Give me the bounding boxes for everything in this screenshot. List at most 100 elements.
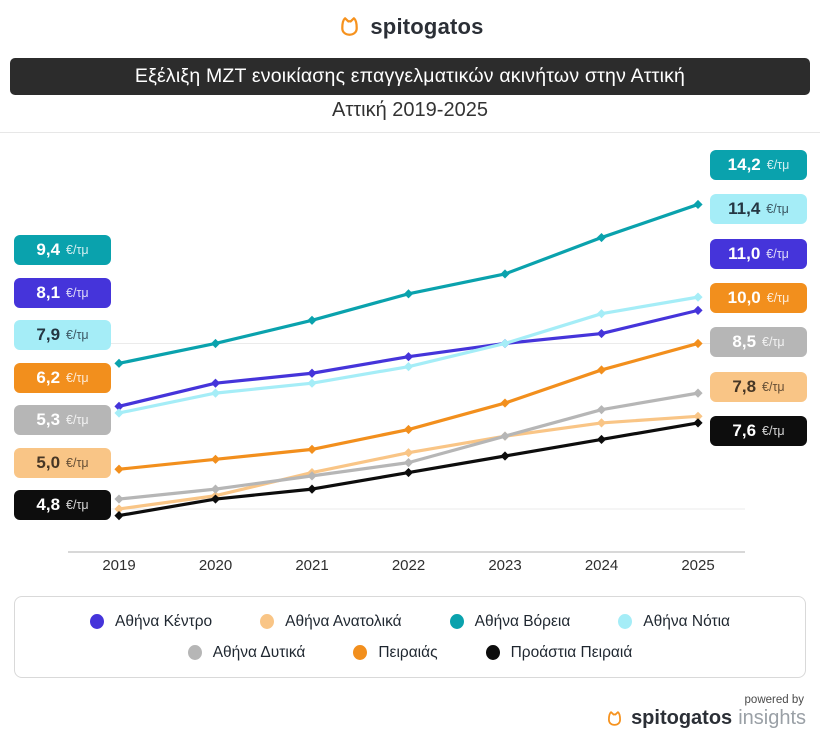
data-point-marker [500,451,510,461]
chart-title-bar: Εξέλιξη ΜΖΤ ενοικίασης επαγγελματικών ακ… [10,58,810,95]
value-badge: 5,0 €/τμ [14,447,111,478]
legend-dot-icon [260,614,275,629]
legend-label: Αθήνα Νότια [643,612,731,630]
powered-by-text: powered by [744,694,804,706]
data-point-marker [210,454,221,464]
chart-subtitle: Αττική 2019-2025 [332,99,488,121]
legend-item: Προάστια Πειραιά [485,644,632,662]
badge-unit: €/τμ [762,379,785,394]
data-point-marker [596,434,607,445]
value-badge: 6,2 €/τμ [14,362,111,393]
badge-value: 14,2 [727,155,761,174]
data-point-marker [596,418,607,428]
badge-value: 5,3 [36,410,61,429]
badge-value: 8,5 [732,332,757,352]
badge-value: 8,1 [36,282,61,302]
data-point-marker [307,484,317,494]
data-point-marker [114,504,124,514]
legend-item: Αθήνα Κέντρο [89,612,213,631]
footer-brand: spitogatos [631,707,733,729]
data-point-marker [403,289,414,299]
badge-unit: €/τμ [66,498,89,512]
badge-value: 7,8 [732,376,757,396]
x-tick-label: 2023 [488,557,522,574]
value-badge: 9,4 €/τμ [14,235,111,265]
badge-value: 7,9 [36,325,61,344]
footer-logo: spitogatos insights [604,707,806,730]
badge-value: 11,0 [728,243,761,263]
data-point-marker [403,352,414,362]
brand-name: spitogatos [370,13,484,39]
badge-unit: €/τμ [766,202,789,217]
data-point-marker [403,424,414,435]
legend-item: Αθήνα Βόρεια [449,612,571,631]
legend-dot-icon [89,614,104,629]
value-badge: 14,2 €/τμ [710,150,807,180]
data-point-marker [596,309,607,319]
data-point-marker [307,378,317,388]
data-point-marker [114,408,124,418]
x-tick-label: 2019 [102,557,136,574]
legend-label: Αθήνα Δυτικά [212,643,306,661]
badge-unit: €/τμ [66,328,89,342]
data-point-marker [693,199,703,210]
badge-value: 6,2 [36,367,61,387]
legend-item: Αθήνα Ανατολικά [260,613,402,631]
data-point-marker [596,405,607,415]
legend-label: Αθήνα Κέντρο [114,612,213,630]
data-point-marker [403,458,414,468]
value-badge: 11,0 €/τμ [710,238,807,269]
legend-dot-icon [618,614,633,629]
data-point-marker [210,338,221,349]
badge-value: 11,4 [728,199,761,219]
data-point-marker [693,338,703,349]
data-point-marker [403,362,414,372]
data-point-marker [500,431,510,441]
series-line [117,391,700,501]
data-point-marker [114,358,124,368]
data-point-marker [693,411,703,421]
data-point-marker [114,401,124,411]
badge-unit: €/τμ [66,455,89,470]
data-point-marker [500,269,510,279]
badge-unit: €/τμ [66,243,89,257]
x-tick-label: 2021 [295,557,329,574]
data-point-marker [500,338,510,349]
value-badge: 10,0 €/τμ [710,282,807,313]
value-badge: 7,8 €/τμ [710,371,807,402]
data-point-marker [307,444,317,454]
data-point-marker [596,232,607,243]
legend-dot-icon [353,645,368,660]
value-badge: 7,6 €/τμ [710,415,807,446]
legend-label: Πειραιάς [378,643,438,661]
x-tick-label: 2025 [681,557,715,574]
legend-row: Αθήνα Κέντρο Αθήνα Ανατολικά Αθήνα Βόρεια Α… [15,613,805,631]
value-badge: 8,5 €/τμ [710,327,807,358]
data-point-marker [500,398,510,408]
data-point-marker [693,305,703,315]
value-badge: 4,8 €/τμ [14,490,111,520]
badge-value: 7,6 [732,420,757,440]
legend-item: Πειραιάς [353,643,438,662]
data-point-marker [210,378,221,388]
badge-unit: €/τμ [766,246,789,261]
legend-label: Αθήνα Βόρεια [474,612,571,630]
legend: Αθήνα Κέντρο Αθήνα Ανατολικά Αθήνα Βόρεια Α… [14,596,806,678]
x-tick-label: 2022 [391,557,426,574]
cat-logo-icon [341,17,359,36]
value-badge: 11,4 €/τμ [710,194,807,225]
data-point-marker [307,471,317,481]
data-point-marker [307,368,317,378]
value-badge: 5,3 €/τμ [14,405,111,435]
data-point-marker [403,467,414,478]
data-point-marker [210,484,221,494]
data-point-marker [693,292,703,302]
badge-unit: €/τμ [66,285,89,300]
value-badge: 8,1 €/τμ [14,277,111,308]
badge-value: 9,4 [36,240,61,259]
legend-dot-icon [485,645,500,660]
badge-unit: €/τμ [766,158,790,172]
badge-unit: €/τμ [766,290,790,305]
